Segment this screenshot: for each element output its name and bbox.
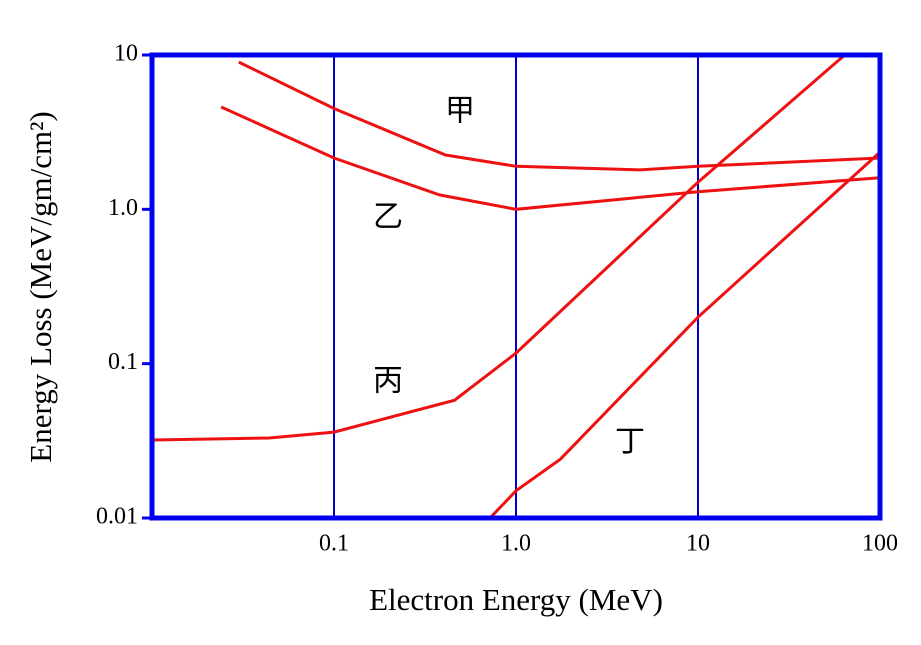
series-line [220,105,880,211]
series-label: 甲 [445,94,475,129]
x-axis-title: Electron Energy (MeV) [369,582,663,617]
plot-frame [149,52,883,521]
series-label: 乙 [373,200,403,235]
x-tick-label: 1.0 [501,531,531,557]
series-line [238,60,880,172]
y-tick-label: 10 [114,41,138,67]
series-label: 丙 [373,364,403,399]
x-tick-label: 0.1 [319,531,349,557]
y-axis-title: Energy Loss (MeV/gm/cm²) [23,111,58,462]
y-tick-label: 1.0 [108,195,138,221]
x-tick-label: 100 [862,531,898,557]
y-tick-label: 0.01 [96,504,138,530]
series-line [152,55,846,442]
series-line [488,150,880,518]
series-label: 丁 [615,425,645,460]
y-tick-label: 0.1 [108,349,138,375]
x-tick-label: 10 [686,531,710,557]
